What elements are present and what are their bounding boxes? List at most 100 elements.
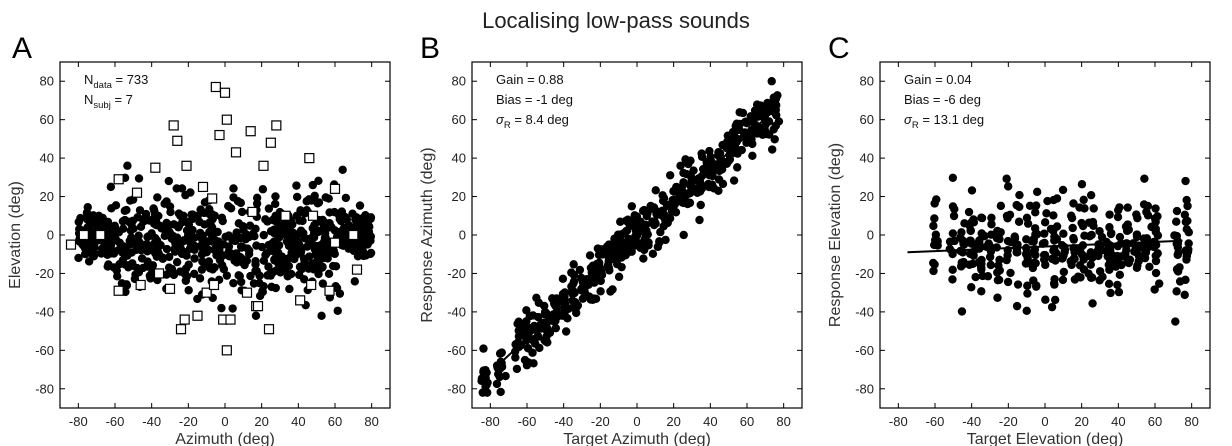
data-point [1095,267,1105,276]
filled-point [197,265,207,274]
filled-point [316,240,326,250]
data-point [567,268,576,277]
data-point [651,186,660,195]
filled-point [109,249,119,258]
filled-point [341,231,350,240]
x-tick-label: -40 [554,414,573,429]
filled-point [162,270,171,279]
filled-point [153,193,162,202]
data-point [685,198,695,208]
filled-point [219,265,229,274]
filled-point [310,191,319,201]
data-point [533,332,543,341]
data-point [948,229,958,238]
open-point [164,283,176,294]
data-point [1002,255,1011,265]
data-point [1023,289,1032,298]
filled-point [259,281,268,291]
filled-point [224,247,234,256]
data-point [967,218,976,227]
filled-point [313,199,322,208]
filled-point [157,224,166,233]
data-point [1069,233,1078,243]
data-point [1031,201,1041,210]
data-point [1181,176,1190,186]
data-point [748,116,758,126]
data-point [497,348,506,357]
data-point [1170,231,1179,240]
data-point [933,237,942,246]
filled-point [284,233,294,243]
filled-point [135,243,144,253]
data-point [967,186,977,195]
data-point [993,293,1002,302]
data-point [560,292,569,301]
filled-point [251,266,260,276]
filled-point [162,197,171,206]
data-point [1123,220,1132,229]
data-point [1151,268,1161,278]
filled-point [89,251,98,260]
data-point [573,301,583,310]
data-point [551,316,560,325]
filled-point [222,271,232,280]
data-point [1172,287,1181,296]
open-point [324,285,335,296]
data-point [656,227,665,237]
filled-point [338,165,347,175]
filled-point [109,234,119,243]
data-point [492,379,502,389]
data-point [511,353,520,362]
data-point [1122,226,1132,236]
filled-point [141,209,151,219]
filled-point [366,248,376,258]
data-point [1025,201,1035,210]
filled-point [286,269,296,279]
data-point [1077,180,1087,189]
data-point [1150,214,1160,223]
filled-point [83,203,92,212]
x-tick-label: -20 [179,414,198,429]
data-point [996,228,1005,237]
open-point [65,239,77,250]
open-point [219,87,231,98]
data-point [1172,265,1182,274]
data-point [1086,260,1095,269]
data-point [1052,234,1062,244]
data-point [977,287,986,296]
data-point [1172,217,1181,226]
filled-point [359,251,368,261]
filled-point [174,223,183,232]
data-point [528,311,538,320]
open-point [95,229,106,241]
data-point [1028,263,1038,273]
data-point [1042,209,1051,218]
y-tick-label: -60 [447,343,466,358]
data-point [995,234,1004,244]
y-axis-label: Elevation (deg) [7,181,24,289]
data-point [768,145,777,154]
figure-title: Localising low-pass sounds [482,8,750,33]
open-point [168,120,179,131]
filled-point [89,211,98,220]
data-point [1182,252,1191,261]
data-point [569,260,578,269]
y-axis-label: Response Elevation (deg) [827,143,844,327]
filled-point [168,231,178,241]
data-point [977,255,986,265]
open-point [214,129,225,141]
data-point [705,146,714,156]
data-point [1184,245,1193,254]
filled-point [270,199,280,209]
data-point [1150,285,1159,294]
filled-point [296,243,305,253]
y-tick-label: 40 [40,151,54,166]
data-point [1029,247,1038,256]
data-point [1068,223,1077,233]
data-point [1040,229,1049,238]
data-point [706,156,715,166]
filled-point [190,254,199,263]
filled-point [261,215,270,224]
filled-point [238,242,247,251]
filled-point [103,217,113,227]
